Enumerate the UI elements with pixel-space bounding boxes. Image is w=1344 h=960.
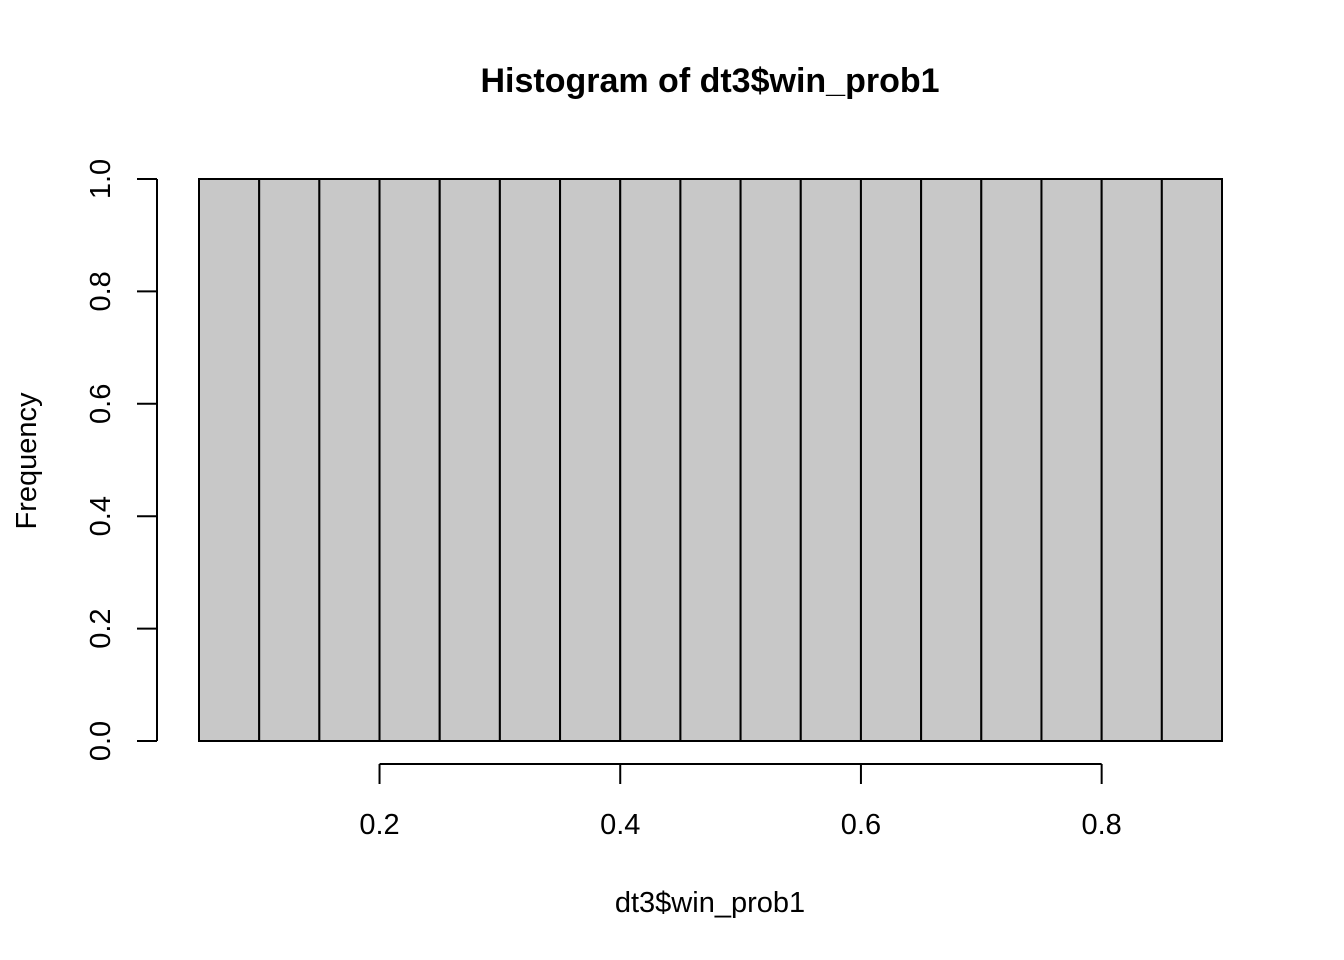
histogram-bar bbox=[198, 178, 261, 742]
histogram-bar bbox=[920, 178, 983, 742]
histogram-bar bbox=[258, 178, 321, 742]
histogram-bar bbox=[859, 178, 923, 742]
histogram-bar bbox=[559, 178, 622, 742]
y-axis: 0.0 0.2 0.4 0.6 0.8 1.0 bbox=[85, 159, 158, 761]
histogram-bar bbox=[318, 178, 381, 742]
histogram-bar bbox=[1100, 178, 1163, 742]
x-tick-label: 0.2 bbox=[359, 809, 399, 841]
y-tick-label: 0.0 bbox=[85, 721, 117, 761]
histogram-bar bbox=[980, 178, 1043, 742]
y-tick-label: 0.4 bbox=[85, 496, 117, 536]
x-axis: 0.2 0.4 0.6 0.8 bbox=[359, 763, 1122, 841]
y-tick-label: 1.0 bbox=[85, 159, 117, 199]
x-axis-label: dt3$win_prob1 bbox=[615, 887, 805, 919]
histogram-bar bbox=[438, 178, 501, 742]
histogram-bar bbox=[1040, 178, 1103, 742]
histogram-bar bbox=[739, 178, 802, 742]
chart-title: Histogram of dt3$win_prob1 bbox=[480, 62, 939, 100]
histogram-bar bbox=[679, 178, 742, 742]
x-tick-label: 0.6 bbox=[841, 809, 881, 841]
y-tick-label: 0.8 bbox=[85, 271, 117, 311]
histogram-bar bbox=[619, 178, 682, 742]
histogram-bar bbox=[498, 178, 562, 742]
y-tick-label: 0.6 bbox=[85, 384, 117, 424]
x-tick-label: 0.4 bbox=[600, 809, 640, 841]
y-tick-label: 0.2 bbox=[85, 608, 117, 648]
histogram-bar bbox=[799, 178, 862, 742]
histogram-bar bbox=[378, 178, 441, 742]
bars-group bbox=[198, 178, 1223, 742]
x-tick-label: 0.8 bbox=[1081, 809, 1121, 841]
histogram-bar bbox=[1160, 178, 1223, 742]
y-axis-label: Frequency bbox=[11, 392, 43, 530]
